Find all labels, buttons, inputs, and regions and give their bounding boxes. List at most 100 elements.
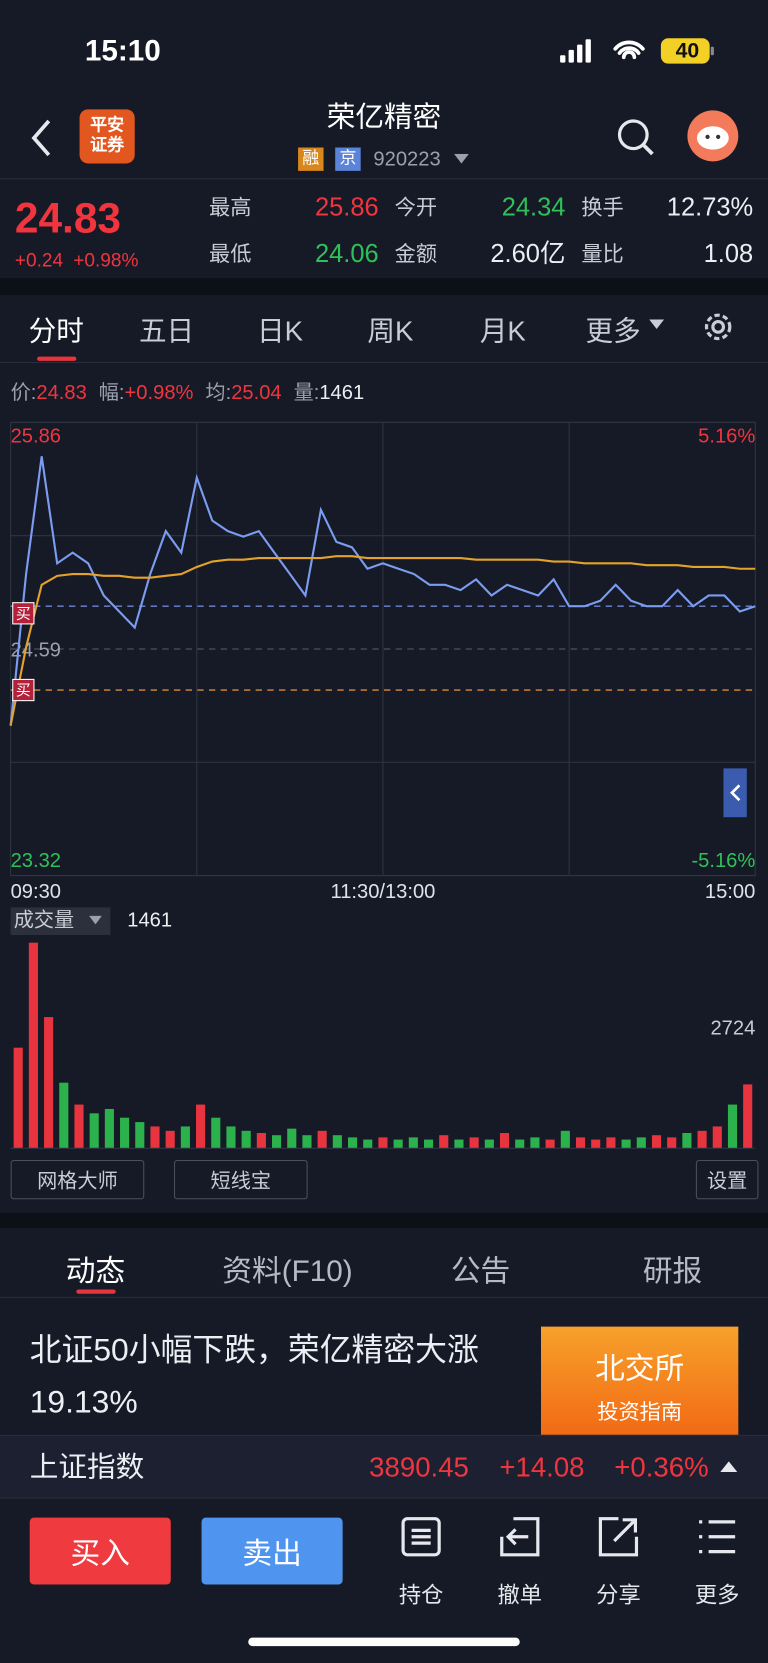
period-tab[interactable]: 五日	[138, 315, 195, 348]
action-item[interactable]: 更多	[694, 1583, 740, 1608]
dropdown-arrow	[454, 153, 469, 164]
period-tab[interactable]: 月K	[479, 315, 526, 348]
tool-button[interactable]: 设置	[695, 1160, 759, 1200]
info-label: 幅:	[98, 382, 125, 405]
info-value: 24.83	[36, 382, 87, 405]
volume-bar	[439, 1135, 449, 1149]
volume-bar	[196, 1104, 206, 1149]
volume-bar	[606, 1137, 616, 1149]
index-value: 3890.45	[369, 1450, 469, 1483]
stat-label: 今开	[394, 196, 438, 220]
volume-bar	[484, 1139, 494, 1149]
volume-bar	[241, 1130, 251, 1149]
last-price: 24.83	[14, 195, 122, 242]
action-item[interactable]: 持仓	[398, 1583, 444, 1608]
index-change: +14.08	[499, 1450, 585, 1483]
volume-bar	[317, 1130, 327, 1149]
volume-bar	[560, 1130, 570, 1149]
period-tab[interactable]: 日K	[257, 315, 304, 348]
volume-bar	[120, 1117, 130, 1149]
expand-arrow[interactable]	[720, 1460, 738, 1473]
dropdown-arrow	[89, 915, 102, 925]
volume-bar	[165, 1130, 175, 1149]
badge: 融	[298, 147, 324, 171]
volume-bar	[135, 1122, 145, 1149]
buy-button[interactable]: 买入	[29, 1517, 171, 1585]
tab-indicator	[76, 1289, 116, 1294]
volume-bar	[469, 1137, 479, 1149]
tab-indicator	[37, 356, 77, 361]
volume-bar	[454, 1139, 464, 1149]
volume-bar	[545, 1139, 555, 1149]
action-item[interactable]: 分享	[596, 1583, 641, 1608]
volume-bar	[332, 1135, 342, 1149]
volume-bar	[636, 1137, 646, 1149]
settings-button[interactable]	[701, 310, 735, 344]
news-tab[interactable]: 研报	[642, 1254, 703, 1288]
volume-bar	[682, 1133, 692, 1149]
badge: 京	[335, 147, 361, 171]
stat-value: 24.06	[314, 239, 379, 269]
stat-value: 12.73%	[666, 193, 754, 222]
volume-bar	[150, 1126, 160, 1149]
volume-bar	[44, 1017, 54, 1149]
info-label: 均:	[205, 382, 232, 405]
sell-button[interactable]: 卖出	[201, 1517, 343, 1585]
volume-bar	[89, 1113, 99, 1149]
news-tab[interactable]: 动态	[65, 1254, 126, 1288]
news-banner[interactable]: 北交所 投资指南	[541, 1326, 739, 1435]
banner-subtitle: 投资指南	[597, 1400, 683, 1424]
volume-bar	[651, 1135, 662, 1149]
volume-latest: 1461	[127, 910, 172, 932]
index-bar[interactable]	[0, 1434, 768, 1498]
stat-value: 24.34	[501, 193, 566, 222]
period-tab[interactable]: 分时	[28, 315, 84, 348]
x-tick-label: 15:00	[705, 881, 755, 903]
status-icons	[560, 38, 714, 64]
stock-code: 920223	[373, 148, 441, 171]
volume-bar	[104, 1108, 114, 1149]
price-change: +0.24	[14, 249, 64, 271]
back-button[interactable]	[25, 117, 57, 159]
volume-bar	[727, 1104, 738, 1149]
divider	[0, 361, 768, 363]
volume-bar	[74, 1104, 84, 1149]
action-item[interactable]: 撤单	[497, 1583, 543, 1608]
banner-title: 北交所	[595, 1351, 685, 1385]
collapse-button[interactable]	[723, 768, 747, 818]
stat-value: 2.60亿	[490, 239, 566, 269]
tool-button[interactable]: 短线宝	[173, 1160, 308, 1200]
volume-bar	[226, 1126, 236, 1149]
volume-bar	[272, 1135, 282, 1149]
news-tab[interactable]: 公告	[450, 1254, 511, 1288]
broker-logo[interactable]: 平安 证券	[79, 109, 135, 164]
volume-bar	[347, 1137, 358, 1149]
logo-text: 平安	[90, 116, 125, 135]
volume-bar	[393, 1139, 403, 1149]
volume-bar	[712, 1126, 722, 1149]
period-tab[interactable]: 更多	[585, 315, 641, 348]
collapse-arrow	[730, 784, 741, 802]
stat-label: 最高	[208, 196, 252, 220]
tool-button[interactable]: 网格大师	[10, 1160, 145, 1200]
news-tab[interactable]: 资料(F10)	[222, 1254, 353, 1288]
volume-bar	[667, 1137, 677, 1149]
search-button[interactable]	[615, 117, 657, 159]
icon	[699, 1520, 736, 1554]
divider	[0, 178, 768, 180]
news-headline[interactable]: 北证50小幅下跌，荣亿精密大涨19.13%	[29, 1332, 479, 1421]
avatar[interactable]	[686, 109, 739, 162]
x-tick-label: 09:30	[11, 881, 61, 903]
section-gap	[0, 1213, 768, 1228]
price-line	[9, 555, 756, 726]
volume-bar	[423, 1139, 434, 1149]
y-tick-label: 25.86	[11, 426, 61, 448]
volume-title: 成交量	[14, 909, 74, 932]
volume-bar	[13, 1047, 23, 1149]
period-tab[interactable]: 周K	[367, 315, 414, 348]
price-change-pct: +0.98%	[73, 249, 139, 271]
volume-bar	[408, 1137, 418, 1149]
trade-marker-label: 买	[16, 682, 31, 699]
